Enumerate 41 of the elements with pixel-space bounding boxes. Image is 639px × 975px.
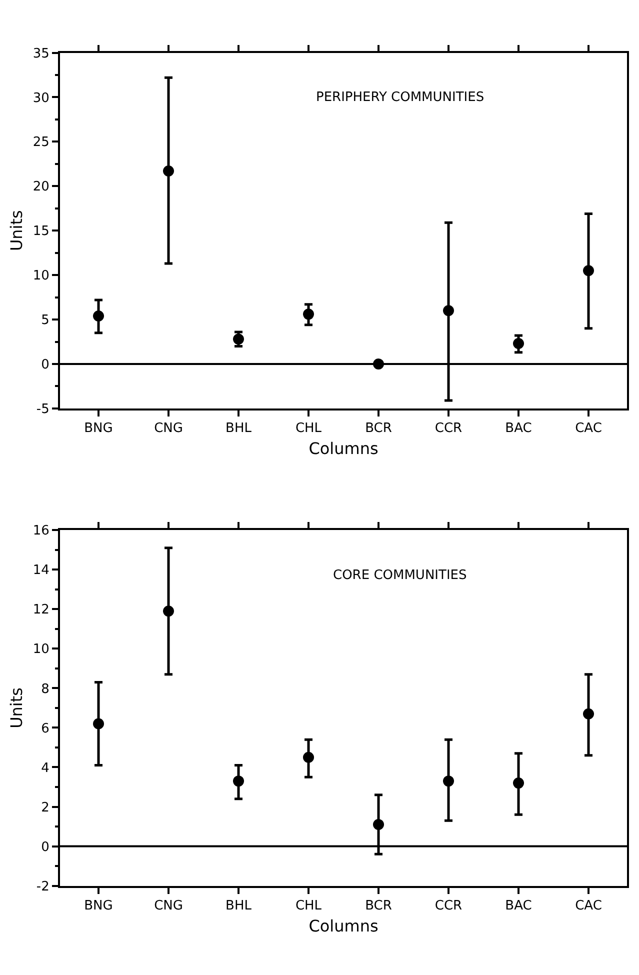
text: CORE COMMUNITIES	[333, 568, 467, 583]
x-tick-label: CAC	[575, 898, 602, 914]
y-tick-label: 35	[32, 46, 50, 62]
y-tick-label: 4	[41, 760, 50, 776]
x-tick-label: BNG	[84, 421, 113, 436]
x-tick-label: BHL	[226, 898, 252, 914]
x-tick-label: BCR	[365, 898, 392, 914]
y-tick-label: 30	[32, 90, 50, 106]
y-tick-label: 0	[41, 358, 50, 373]
text: PERIPHERY COMMUNITIES	[316, 90, 484, 105]
y-tick-label: 10	[32, 268, 50, 284]
x-tick-label: CHL	[295, 421, 322, 436]
y-tick-label: 12	[32, 602, 50, 618]
x-tick-label: CHL	[295, 898, 322, 914]
y-tick-label: -2	[36, 879, 50, 894]
x-tick-label: CAC	[575, 421, 602, 436]
y-tick-label: -5	[36, 402, 50, 417]
y-axis-title: Units	[7, 210, 26, 252]
x-tick-label: BHL	[226, 421, 252, 436]
y-tick-label: 20	[32, 180, 50, 195]
x-axis-title: Columns	[308, 916, 378, 936]
y-tick-label: 5	[41, 313, 50, 328]
x-tick-label: BAC	[505, 421, 532, 436]
y-tick-label: 25	[32, 135, 50, 150]
x-tick-label: CNG	[154, 898, 183, 914]
x-tick-label: CNG	[154, 421, 183, 436]
y-tick-label: 8	[41, 682, 50, 697]
x-tick-label: BCR	[365, 421, 392, 436]
y-tick-label: 0	[41, 840, 50, 855]
y-tick-label: 14	[32, 563, 50, 578]
y-tick-label: 6	[41, 721, 50, 736]
y-tick-label: 16	[32, 524, 50, 539]
y-tick-label: 10	[32, 642, 50, 658]
x-tick-label: BNG	[84, 898, 113, 914]
x-axis-title: Columns	[308, 439, 378, 458]
x-tick-label: BAC	[505, 898, 532, 914]
y-tick-label: 15	[32, 224, 50, 240]
y-axis-title: Units	[7, 688, 26, 728]
y-tick-label: 2	[41, 800, 50, 816]
x-tick-label: CCR	[434, 421, 462, 436]
x-tick-label: CCR	[434, 898, 462, 914]
